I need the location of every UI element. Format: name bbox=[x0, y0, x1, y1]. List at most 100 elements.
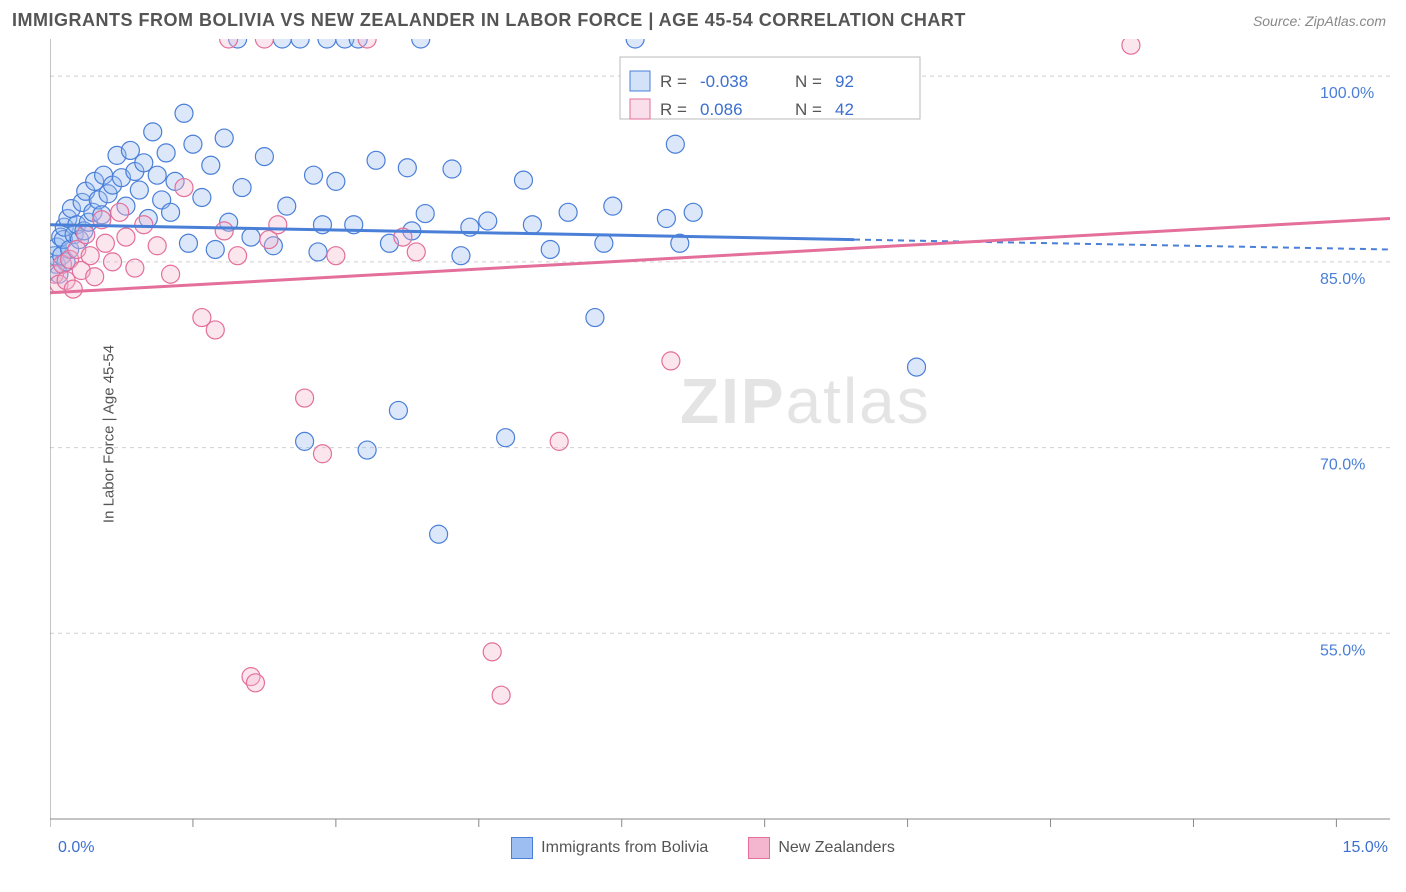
y-axis-label: In Labor Force | Age 45-54 bbox=[101, 345, 118, 523]
data-point bbox=[96, 234, 114, 252]
data-point bbox=[278, 197, 296, 215]
data-point bbox=[273, 39, 291, 48]
data-point bbox=[144, 123, 162, 141]
legend-r-label: R = bbox=[660, 72, 687, 91]
data-point bbox=[269, 216, 287, 234]
data-point bbox=[175, 104, 193, 122]
legend-n-label: N = bbox=[795, 72, 822, 91]
data-point bbox=[157, 144, 175, 162]
data-point bbox=[452, 247, 470, 265]
data-point bbox=[305, 166, 323, 184]
data-point bbox=[162, 203, 180, 221]
legend-n-label: N = bbox=[795, 100, 822, 119]
data-point bbox=[416, 205, 434, 223]
legend-r-label: R = bbox=[660, 100, 687, 119]
data-point bbox=[586, 309, 604, 327]
data-point bbox=[389, 401, 407, 419]
data-point bbox=[523, 216, 541, 234]
data-point bbox=[313, 445, 331, 463]
data-point bbox=[604, 197, 622, 215]
legend-swatch bbox=[630, 99, 650, 119]
data-point bbox=[327, 247, 345, 265]
data-point bbox=[242, 228, 260, 246]
data-point bbox=[162, 265, 180, 283]
data-point bbox=[1122, 39, 1140, 54]
data-point bbox=[233, 179, 251, 197]
data-point bbox=[130, 181, 148, 199]
legend-swatch bbox=[630, 71, 650, 91]
y-tick-label: 55.0% bbox=[1320, 642, 1365, 659]
data-point bbox=[296, 389, 314, 407]
data-point bbox=[184, 135, 202, 153]
y-tick-label: 85.0% bbox=[1320, 271, 1365, 288]
data-point bbox=[666, 135, 684, 153]
data-point bbox=[514, 171, 532, 189]
data-point bbox=[206, 240, 224, 258]
legend-n-value: 92 bbox=[835, 72, 854, 91]
data-point bbox=[479, 212, 497, 230]
data-point bbox=[255, 39, 273, 48]
data-point bbox=[443, 160, 461, 178]
data-point bbox=[541, 240, 559, 258]
chart-header: IMMIGRANTS FROM BOLIVIA VS NEW ZEALANDER… bbox=[0, 0, 1406, 39]
chart-source: Source: ZipAtlas.com bbox=[1253, 13, 1386, 29]
x-max-label: 15.0% bbox=[1343, 839, 1388, 857]
data-point bbox=[550, 432, 568, 450]
data-point bbox=[148, 237, 166, 255]
data-point bbox=[291, 39, 309, 48]
trend-line bbox=[50, 225, 854, 240]
data-point bbox=[104, 253, 122, 271]
data-point bbox=[111, 203, 129, 221]
chart-area: In Labor Force | Age 45-54 55.0% 70.0% 85.… bbox=[50, 39, 1396, 829]
data-point bbox=[246, 674, 264, 692]
scatter-chart: 55.0% 70.0% 85.0% 100.0% ZIPatlas R = -0.038 N … bbox=[50, 39, 1390, 829]
chart-title: IMMIGRANTS FROM BOLIVIA VS NEW ZEALANDER… bbox=[12, 10, 966, 31]
legend-n-value: 42 bbox=[835, 100, 854, 119]
legend-label: Immigrants from Bolivia bbox=[541, 839, 708, 856]
data-point bbox=[64, 280, 82, 298]
data-point bbox=[684, 203, 702, 221]
data-point bbox=[81, 247, 99, 265]
data-point bbox=[175, 179, 193, 197]
legend-r-value: -0.038 bbox=[700, 72, 748, 91]
data-point bbox=[77, 226, 95, 244]
data-point bbox=[148, 166, 166, 184]
data-point bbox=[407, 243, 425, 261]
data-point bbox=[595, 234, 613, 252]
data-point bbox=[483, 643, 501, 661]
data-point bbox=[215, 129, 233, 147]
data-point bbox=[86, 268, 104, 286]
data-point bbox=[497, 429, 515, 447]
data-point bbox=[559, 203, 577, 221]
data-point bbox=[202, 156, 220, 174]
y-tick-label: 70.0% bbox=[1320, 457, 1365, 474]
data-point bbox=[318, 39, 336, 48]
data-point bbox=[358, 441, 376, 459]
data-point bbox=[367, 151, 385, 169]
y-tick-label: 100.0% bbox=[1320, 85, 1374, 102]
data-point bbox=[626, 39, 644, 48]
legend-r-value: 0.086 bbox=[700, 100, 743, 119]
data-point bbox=[412, 39, 430, 48]
legend-item: New Zealanders bbox=[748, 837, 895, 859]
data-point bbox=[117, 228, 135, 246]
data-point bbox=[206, 321, 224, 339]
data-point bbox=[255, 148, 273, 166]
data-point bbox=[657, 210, 675, 228]
data-point bbox=[327, 172, 345, 190]
legend-swatch bbox=[748, 837, 770, 859]
bottom-legend: 0.0%Immigrants from BoliviaNew Zealander… bbox=[0, 829, 1406, 859]
data-point bbox=[662, 352, 680, 370]
legend-swatch bbox=[511, 837, 533, 859]
data-point bbox=[398, 159, 416, 177]
data-point bbox=[492, 686, 510, 704]
data-point bbox=[430, 525, 448, 543]
data-point bbox=[908, 358, 926, 376]
data-point bbox=[135, 216, 153, 234]
data-point bbox=[215, 222, 233, 240]
watermark: ZIPatlas bbox=[680, 365, 931, 437]
data-point bbox=[126, 259, 144, 277]
data-point bbox=[179, 234, 197, 252]
data-point bbox=[229, 247, 247, 265]
data-point bbox=[193, 188, 211, 206]
